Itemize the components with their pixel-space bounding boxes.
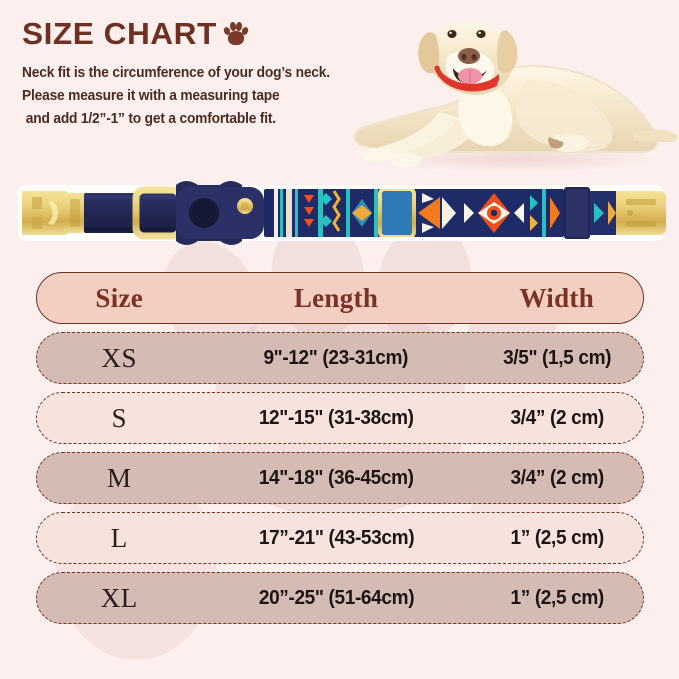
title-row: SIZE CHART (22, 18, 352, 49)
cell-size: L (110, 522, 128, 553)
cell-width: 1” (2,5 cm) (510, 526, 604, 549)
cell-length: 14"-18" (36-45cm) (258, 466, 414, 489)
cell-width: 3/5" (1,5 cm) (502, 346, 611, 369)
table-row: M 14"-18" (36-45cm) 3/4” (2 cm) (36, 452, 644, 504)
instructions-line-3: and add 1/2”-1” to get a comfortable fit… (25, 110, 276, 127)
cell-length: 20”-25" (51-64cm) (258, 586, 414, 609)
collar-photo (8, 163, 673, 263)
cell-size: M (106, 462, 132, 493)
cell-width: 1” (2,5 cm) (510, 586, 604, 609)
cell-size: XL (100, 582, 138, 613)
table-row: XL 20”-25" (51-64cm) 1” (2,5 cm) (36, 572, 644, 624)
instructions-text: Neck fit is the circumference of your do… (22, 62, 336, 131)
cell-length: 12"-15" (31-38cm) (258, 406, 414, 429)
paw-icon (222, 20, 250, 47)
table-row: XS 9"-12" (23-31cm) 3/5" (1,5 cm) (36, 332, 644, 384)
header-block: SIZE CHART Neck fit is the circumference… (22, 18, 352, 131)
column-header-size: Size (95, 282, 144, 313)
cell-length: 9"-12" (23-31cm) (263, 346, 409, 369)
table-header-row: Size Length Width (36, 272, 644, 324)
column-header-length: Length (293, 282, 379, 313)
cell-length: 17”-21" (43-53cm) (258, 526, 414, 549)
column-header-width: Width (519, 282, 595, 313)
size-chart-table: Size Length Width XS 9"-12" (23-31cm) 3/… (36, 272, 644, 632)
cell-width: 3/4” (2 cm) (510, 466, 604, 489)
cell-size: XS (101, 342, 137, 373)
dog-photo (333, 2, 679, 174)
instructions-line-2: Please measure it with a measuring tape (22, 87, 280, 104)
cell-size: S (111, 402, 127, 433)
page-title: SIZE CHART (22, 16, 217, 51)
instructions-line-1: Neck fit is the circumference of your do… (22, 65, 330, 81)
table-row: L 17”-21" (43-53cm) 1” (2,5 cm) (36, 512, 644, 564)
table-row: S 12"-15" (31-38cm) 3/4” (2 cm) (36, 392, 644, 444)
cell-width: 3/4” (2 cm) (510, 406, 604, 429)
